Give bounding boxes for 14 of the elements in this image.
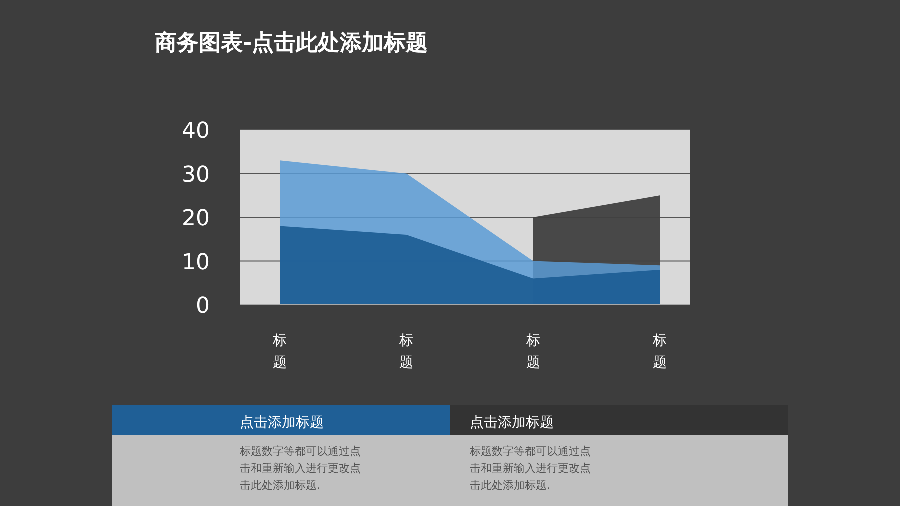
x-tick-label: 标题 bbox=[652, 333, 667, 371]
x-tick-label: 标题 bbox=[272, 333, 287, 371]
text: 标题数字等都可以通过点击和重新输入进行更改点击此处添加标题. bbox=[469, 445, 591, 492]
chart-title: 商务图表-点击此处添加标题 bbox=[154, 30, 428, 56]
y-tick-label: 20 bbox=[182, 206, 210, 232]
y-tick-label: 30 bbox=[182, 162, 210, 188]
text: 点击添加标题 bbox=[470, 415, 554, 431]
y-tick-label: 0 bbox=[196, 294, 210, 319]
y-tick-label: 40 bbox=[182, 119, 210, 144]
text: 点击添加标题 bbox=[240, 415, 324, 431]
text: 标题数字等都可以通过点击和重新输入进行更改点击此处添加标题. bbox=[239, 445, 361, 492]
y-tick-label: 10 bbox=[182, 250, 210, 276]
x-tick-label: 标题 bbox=[525, 333, 540, 371]
x-tick-label: 标题 bbox=[398, 333, 414, 371]
